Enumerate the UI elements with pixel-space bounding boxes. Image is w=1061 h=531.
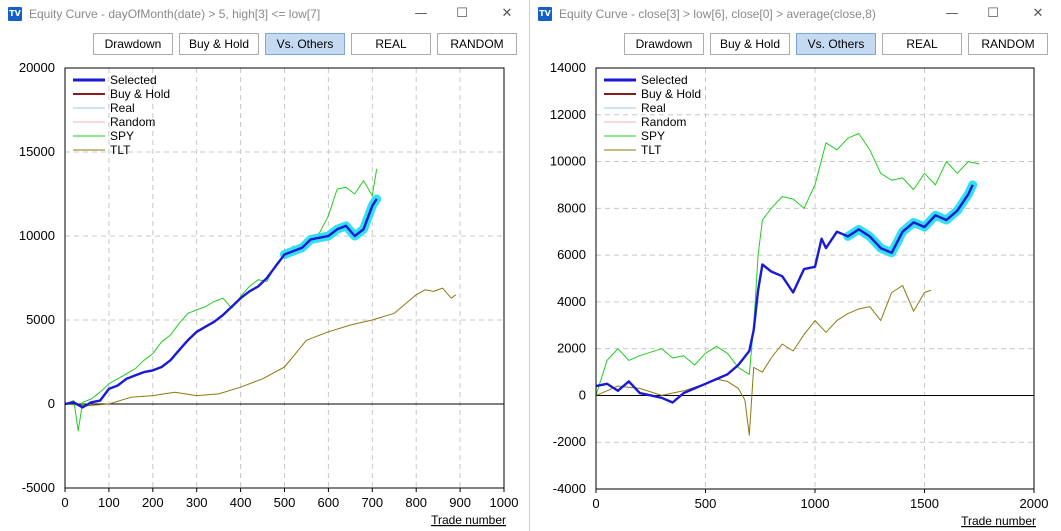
x-tick-label: 1000 bbox=[801, 496, 830, 511]
window-title: Equity Curve - close[3] > low[6], close[… bbox=[559, 7, 876, 21]
y-tick-label: 15000 bbox=[19, 144, 55, 159]
series-tlt-line bbox=[595, 285, 932, 436]
x-tick-label: 300 bbox=[186, 495, 208, 510]
x-tick-label: 1500 bbox=[910, 496, 939, 511]
x-tick-label: 200 bbox=[142, 495, 164, 510]
legend-label: Random bbox=[641, 115, 686, 129]
buy-and-hold-button[interactable]: Buy & Hold bbox=[710, 33, 790, 55]
series-selected-line bbox=[595, 184, 974, 404]
legend-label: Selected bbox=[641, 73, 688, 87]
y-tick-label: 12000 bbox=[550, 107, 586, 122]
y-tick-label: -4000 bbox=[553, 481, 586, 496]
equity-chart: -5000 0 5000 10000 15000 20000 0 100 200 300 400 50… bbox=[19, 60, 519, 527]
y-tick-label: 4000 bbox=[557, 294, 586, 309]
x-tick-label: 500 bbox=[274, 495, 296, 510]
y-tick-label: 0 bbox=[579, 387, 586, 402]
x-tick-label: 900 bbox=[449, 495, 471, 510]
equity-chart: -4000-2000020004000600080001000012000140… bbox=[550, 60, 1049, 528]
legend-label: TLT bbox=[641, 143, 662, 157]
x-tick-label: 600 bbox=[318, 495, 340, 510]
minimize-icon[interactable]: — bbox=[945, 6, 959, 21]
x-tick-label: 0 bbox=[592, 496, 599, 511]
random-button[interactable]: RANDOM bbox=[437, 33, 517, 55]
random-button[interactable]: RANDOM bbox=[968, 33, 1048, 55]
legend-label: SPY bbox=[641, 129, 665, 143]
vs-others-button[interactable]: Vs. Others bbox=[796, 33, 876, 55]
minimize-icon[interactable]: — bbox=[414, 6, 428, 21]
y-tick-label: 10000 bbox=[19, 228, 55, 243]
x-tick-label: 1000 bbox=[490, 495, 519, 510]
maximize-icon[interactable]: ☐ bbox=[456, 6, 468, 21]
legend-label: TLT bbox=[110, 143, 131, 157]
drawdown-button[interactable]: Drawdown bbox=[93, 33, 173, 55]
title-bar[interactable]: TV Equity Curve - dayOfMonth(date) > 5, … bbox=[0, 0, 529, 30]
x-axis-title: Trade number bbox=[961, 514, 1036, 528]
y-tick-label: 6000 bbox=[557, 247, 586, 262]
x-tick-label: 2000 bbox=[1020, 496, 1049, 511]
tv-app-icon: TV bbox=[538, 7, 552, 21]
plot-frame bbox=[595, 67, 1035, 490]
legend-label: Selected bbox=[110, 73, 157, 87]
x-tick-label: 800 bbox=[405, 495, 427, 510]
maximize-icon[interactable]: ☐ bbox=[987, 6, 999, 21]
x-axis-title: Trade number bbox=[431, 513, 506, 527]
legend-label: Buy & Hold bbox=[110, 87, 170, 101]
x-tick-label: 0 bbox=[61, 495, 68, 510]
y-tick-label: 14000 bbox=[550, 60, 586, 75]
x-tick-label: 100 bbox=[98, 495, 120, 510]
x-tick-label: 700 bbox=[361, 495, 383, 510]
close-icon[interactable]: ✕ bbox=[1032, 6, 1044, 21]
y-tick-label: -2000 bbox=[553, 434, 586, 449]
y-tick-label: 20000 bbox=[19, 60, 55, 75]
vs-others-button[interactable]: Vs. Others bbox=[265, 33, 345, 55]
y-tick-label: 10000 bbox=[550, 154, 586, 169]
close-icon[interactable]: ✕ bbox=[501, 6, 513, 21]
series-tlt-line bbox=[64, 287, 457, 407]
real-button[interactable]: REAL bbox=[351, 33, 431, 55]
series-selected-line bbox=[64, 198, 378, 409]
window-title: Equity Curve - dayOfMonth(date) > 5, hig… bbox=[29, 7, 321, 21]
equity-window-right: TV Equity Curve - close[3] > low[6], clo… bbox=[530, 0, 1061, 531]
y-tick-label: 8000 bbox=[557, 200, 586, 215]
y-tick-label: 2000 bbox=[557, 341, 586, 356]
drawdown-button[interactable]: Drawdown bbox=[624, 33, 704, 55]
legend-label: Real bbox=[110, 101, 135, 115]
series-spy-line bbox=[64, 168, 378, 432]
y-tick-label: 0 bbox=[48, 396, 55, 411]
x-tick-label: 400 bbox=[230, 495, 252, 510]
buy-and-hold-button[interactable]: Buy & Hold bbox=[179, 33, 259, 55]
plot-frame bbox=[64, 67, 505, 489]
legend-label: Random bbox=[110, 115, 155, 129]
tv-app-icon: TV bbox=[8, 7, 22, 21]
y-tick-label: 5000 bbox=[26, 312, 55, 327]
series-spy-line bbox=[595, 133, 980, 396]
legend-label: SPY bbox=[110, 129, 134, 143]
title-bar[interactable]: TV Equity Curve - close[3] > low[6], clo… bbox=[530, 0, 1061, 30]
equity-window-left: TV Equity Curve - dayOfMonth(date) > 5, … bbox=[0, 0, 530, 531]
legend-label: Real bbox=[641, 101, 666, 115]
legend-label: Buy & Hold bbox=[641, 87, 701, 101]
x-tick-label: 500 bbox=[695, 496, 717, 511]
real-button[interactable]: REAL bbox=[882, 33, 962, 55]
y-tick-label: -5000 bbox=[22, 480, 55, 495]
